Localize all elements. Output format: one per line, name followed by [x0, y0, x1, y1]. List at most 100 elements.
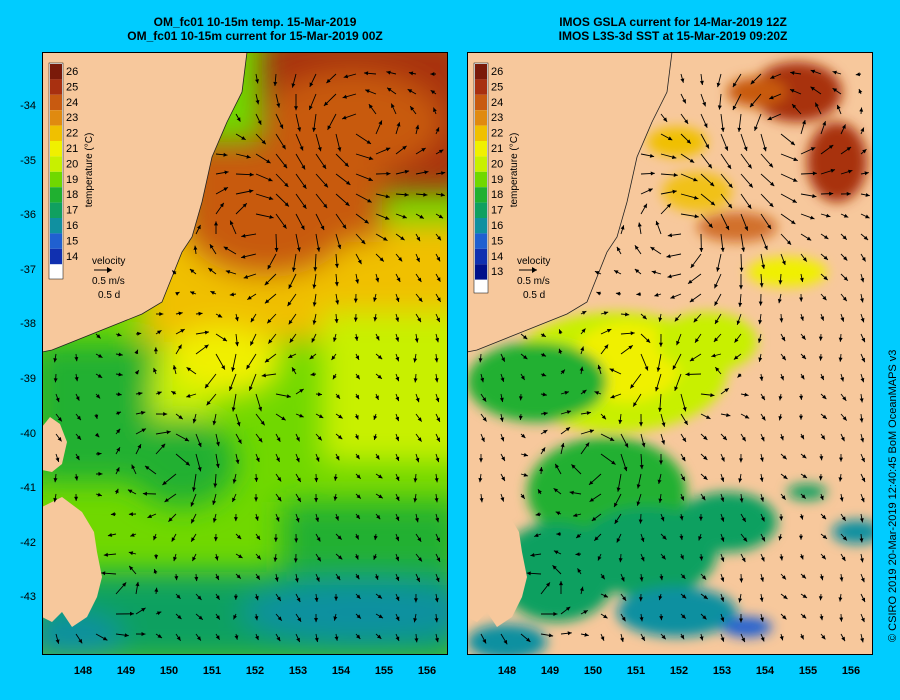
current-vector-head — [604, 344, 609, 349]
current-vector-head — [215, 575, 219, 580]
current-vector-head — [777, 298, 782, 304]
current-vector-head — [122, 582, 127, 587]
current-vector-head — [235, 342, 239, 347]
current-vector-head — [674, 386, 679, 391]
current-vector-head — [780, 375, 784, 381]
current-vector-head — [625, 312, 630, 317]
current-vector-head — [698, 536, 702, 541]
current-vector-head — [655, 220, 660, 226]
current-vector-head — [860, 497, 865, 503]
current-vector-head — [395, 636, 400, 641]
current-vector-head — [690, 263, 695, 268]
current-vector-head — [600, 574, 605, 580]
colorbar-label: 19 — [491, 174, 503, 186]
colorbar-label: 21 — [491, 143, 503, 155]
current-vector-head — [762, 146, 767, 152]
current-vector-head — [839, 457, 843, 462]
current-vector-head — [197, 442, 202, 448]
current-vector-head — [479, 498, 484, 503]
current-vector-head — [576, 533, 581, 538]
current-vector-head — [720, 537, 725, 542]
current-vector-head — [97, 451, 102, 456]
current-vector-head — [579, 366, 584, 371]
current-vector-head — [639, 422, 643, 427]
current-vector-head — [838, 477, 843, 482]
current-vector-head — [656, 367, 661, 372]
current-vector-head — [560, 443, 565, 448]
current-vector-head — [482, 397, 487, 402]
current-vector-head — [415, 517, 419, 523]
current-vector-head — [842, 235, 847, 240]
current-vector-head — [738, 598, 743, 603]
current-vector-head — [217, 313, 223, 318]
current-vector-head — [799, 395, 804, 400]
current-vector-head — [53, 358, 58, 363]
current-vector-head — [865, 214, 870, 219]
current-vector-head — [715, 319, 719, 324]
current-vector-head — [768, 163, 773, 168]
colorbar-swatch — [50, 110, 62, 126]
current-vector-head — [154, 587, 159, 592]
left-current-vectors — [53, 70, 446, 644]
current-vector-head — [720, 617, 725, 622]
colorbar-swatch — [50, 156, 62, 172]
current-vector-head — [95, 432, 100, 438]
current-vector-head — [117, 332, 122, 337]
current-vector-head — [553, 612, 558, 616]
current-vector-head — [600, 636, 605, 641]
current-vector-head — [273, 557, 278, 562]
current-vector-head — [417, 437, 422, 442]
current-vector-head — [395, 317, 400, 322]
current-vector-head — [292, 367, 296, 372]
current-vector-head — [624, 443, 629, 448]
current-vector-head — [758, 301, 763, 306]
current-vector-head — [134, 349, 139, 355]
current-vector-head — [760, 436, 765, 442]
colorbar-swatch — [475, 171, 487, 188]
current-vector-head — [375, 395, 379, 400]
current-vector-head — [781, 495, 786, 500]
current-vector-head — [164, 498, 169, 502]
current-vector-head — [344, 162, 349, 167]
current-vector-head — [521, 433, 526, 438]
current-vector-head — [819, 495, 824, 501]
current-vector-head — [435, 517, 440, 523]
right-colorbar: 26 25 24 23 22 21 20 19 18 17 16 15 14 13 temperature… — [473, 62, 520, 294]
current-vector-head — [859, 398, 864, 403]
current-vector-head — [577, 568, 582, 573]
current-vector-head — [116, 447, 120, 452]
current-vector-head — [767, 224, 771, 229]
current-vector-head — [434, 597, 439, 603]
current-vector-head — [334, 282, 339, 287]
current-vector-head — [543, 430, 548, 434]
current-vector-head — [232, 497, 236, 502]
current-vector-head — [862, 149, 867, 154]
current-vector-head — [743, 537, 748, 542]
current-vector-head — [597, 556, 602, 561]
current-vector-head — [586, 411, 591, 415]
current-vector-head — [237, 534, 242, 540]
current-vector-head — [215, 595, 220, 600]
current-vector-head — [648, 188, 653, 193]
current-vector-head — [196, 636, 201, 641]
current-vector-head — [706, 415, 711, 419]
current-vector-head — [436, 557, 440, 562]
current-vector-head — [356, 474, 361, 479]
current-vector-head — [214, 556, 219, 561]
current-vector-head — [157, 391, 162, 396]
colorbar-swatch — [475, 248, 487, 265]
current-vector-head — [720, 127, 725, 132]
current-vector-head — [779, 318, 784, 323]
colorbar-label: 18 — [491, 189, 503, 201]
current-vector-head — [302, 184, 307, 189]
current-vector-head — [819, 615, 824, 621]
current-vector-head — [728, 183, 733, 188]
current-vector-head — [315, 577, 320, 582]
current-vector-head — [377, 634, 382, 639]
latitude-label: -40 — [20, 427, 36, 440]
current-vector-head — [720, 247, 725, 252]
current-vector-head — [744, 414, 750, 419]
current-vector-head — [334, 596, 339, 601]
current-vector-head — [747, 164, 752, 169]
current-vector-head — [326, 78, 331, 84]
